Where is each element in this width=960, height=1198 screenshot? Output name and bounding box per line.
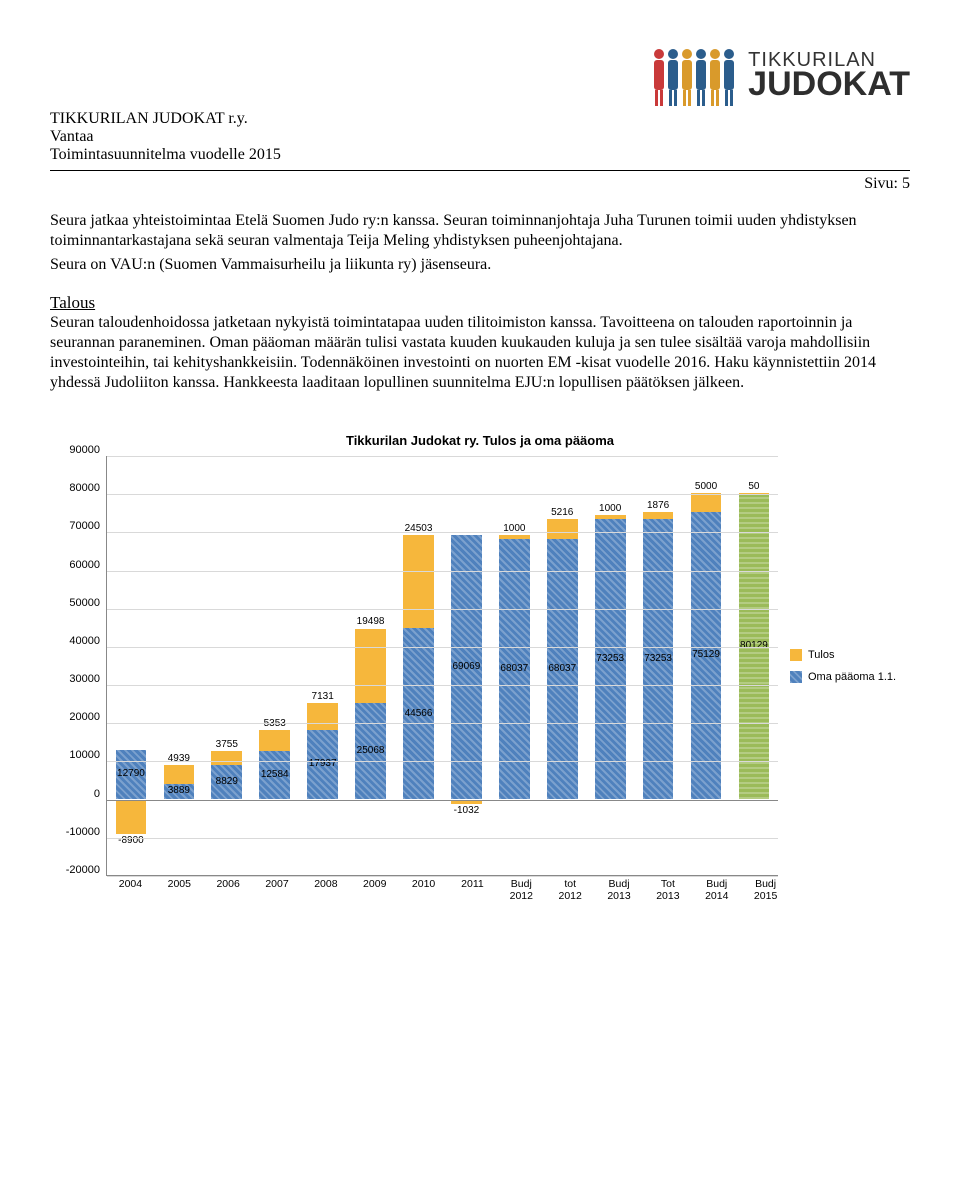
logo-text: TIKKURILAN JUDOKAT [748, 51, 910, 100]
chart-bar: 8012950 [730, 456, 778, 875]
x-axis-label: tot2012 [546, 876, 595, 902]
chart-bar: 125845353 [251, 456, 299, 875]
doc-title: Toimintasuunnitelma vuodelle 2015 [50, 146, 281, 164]
paragraph-3: Seuran taloudenhoidossa jatketaan nykyis… [50, 313, 910, 393]
chart-bar: 680371000 [490, 456, 538, 875]
x-axis-label: Budj2013 [595, 876, 644, 902]
chart-bars: 12790-8900388949398829375512584535317937… [107, 456, 778, 875]
x-axis-label: 2007 [253, 876, 302, 902]
paragraph-2: Seura on VAU:n (Suomen Vammaisurheilu ja… [50, 255, 910, 275]
x-axis-label: 2009 [350, 876, 399, 902]
header-rule [50, 170, 910, 171]
x-axis-label: Budj2015 [741, 876, 790, 902]
x-axis-label: Budj2012 [497, 876, 546, 902]
result-equity-chart: Tikkurilan Judokat ry. Tulos ja oma pääo… [50, 433, 910, 902]
x-axis-label: 2005 [155, 876, 204, 902]
x-axis-label: Tot2013 [643, 876, 692, 902]
chart-legend: Tulos Oma pääoma 1.1. [778, 456, 910, 876]
org-city: Vantaa [50, 128, 281, 146]
chart-bar: 2506819498 [347, 456, 395, 875]
x-axis-label: 2011 [448, 876, 497, 902]
x-axis-label: 2006 [204, 876, 253, 902]
legend-item-oma: Oma pääoma 1.1. [790, 671, 910, 683]
x-axis-label: 2008 [301, 876, 350, 902]
chart-bar: 38894939 [155, 456, 203, 875]
legend-swatch-icon [790, 649, 802, 661]
paragraph-1: Seura jatkaa yhteistoimintaa Etelä Suome… [50, 211, 910, 251]
chart-bar: 4456624503 [395, 456, 443, 875]
x-axis-label: 2004 [106, 876, 155, 902]
chart-plot-area: 12790-8900388949398829375512584535317937… [106, 456, 778, 876]
page-number: Sivu: 5 [50, 175, 910, 193]
chart-bar: 732531000 [586, 456, 634, 875]
chart-y-axis: 9000080000700006000050000400003000020000… [50, 456, 106, 876]
chart-bar: 751295000 [682, 456, 730, 875]
chart-bar: 88293755 [203, 456, 251, 875]
chart-bar: 680375216 [538, 456, 586, 875]
chart-bar: 732531876 [634, 456, 682, 875]
section-heading-talous: Talous [50, 293, 910, 313]
logo: TIKKURILAN JUDOKAT [648, 40, 910, 110]
chart-bar: 12790-8900 [107, 456, 155, 875]
chart-x-axis: 20042005200620072008200920102011Budj2012… [106, 876, 790, 902]
chart-title: Tikkurilan Judokat ry. Tulos ja oma pääo… [50, 433, 910, 448]
chart-bar: 69069-1032 [442, 456, 490, 875]
logo-mark-icon [648, 40, 738, 110]
x-axis-label: Budj2014 [692, 876, 741, 902]
org-name: TIKKURILAN JUDOKAT r.y. [50, 110, 281, 128]
body-text: Seura jatkaa yhteistoimintaa Etelä Suome… [50, 211, 910, 393]
legend-item-tulos: Tulos [790, 649, 910, 661]
x-axis-label: 2010 [399, 876, 448, 902]
chart-bar: 179377131 [299, 456, 347, 875]
legend-swatch-icon [790, 671, 802, 683]
doc-header: TIKKURILAN JUDOKAT r.y. Vantaa Toimintas… [50, 40, 281, 164]
